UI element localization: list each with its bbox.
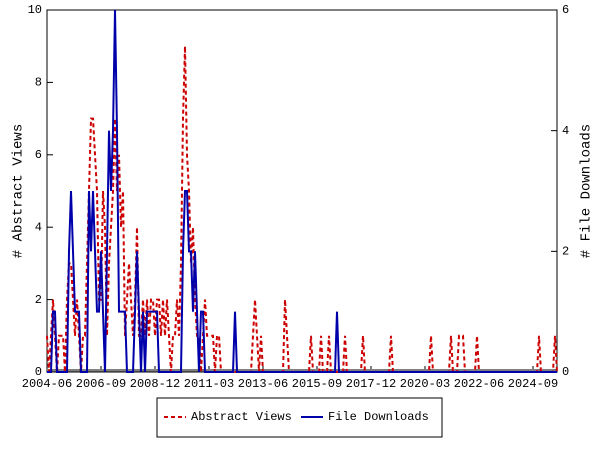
y2-tick-label: 6 [562, 3, 569, 17]
x-tick-label: 2004-06 [22, 377, 72, 391]
x-tick-label: 2013-06 [238, 377, 288, 391]
y-tick-label: 4 [35, 220, 42, 234]
x-tick-label: 2020-03 [400, 377, 450, 391]
x-tick-label: 2017-12 [346, 377, 396, 391]
x-tick-label: 2015-09 [292, 377, 342, 391]
x-tick-label: 2008-12 [130, 377, 180, 391]
legend-box [156, 397, 443, 438]
y2-tick-label: 2 [562, 245, 569, 259]
y-tick-label: 0 [35, 365, 42, 379]
y2-tick-label: 0 [562, 365, 569, 379]
y-tick-label: 8 [35, 76, 42, 90]
y2-tick-label: 4 [562, 124, 569, 138]
y-tick-label: 10 [28, 3, 42, 17]
x-tick-label: 2022-06 [454, 377, 504, 391]
x-tick-label: 2006-09 [76, 377, 126, 391]
series-line [47, 9, 557, 373]
plot-frame [46, 9, 558, 373]
y2-axis-title: # File Downloads [579, 124, 595, 258]
y-tick-label: 6 [35, 148, 42, 162]
x-tick-label: 2011-03 [184, 377, 234, 391]
series-line [46, 46, 558, 373]
legend-label: File Downloads [328, 410, 429, 424]
y-axis-title: # Abstract Views [11, 124, 27, 258]
y-tick-label: 2 [35, 293, 42, 307]
legend-label: Abstract Views [191, 410, 292, 424]
x-tick-label: 2024-09 [508, 377, 558, 391]
